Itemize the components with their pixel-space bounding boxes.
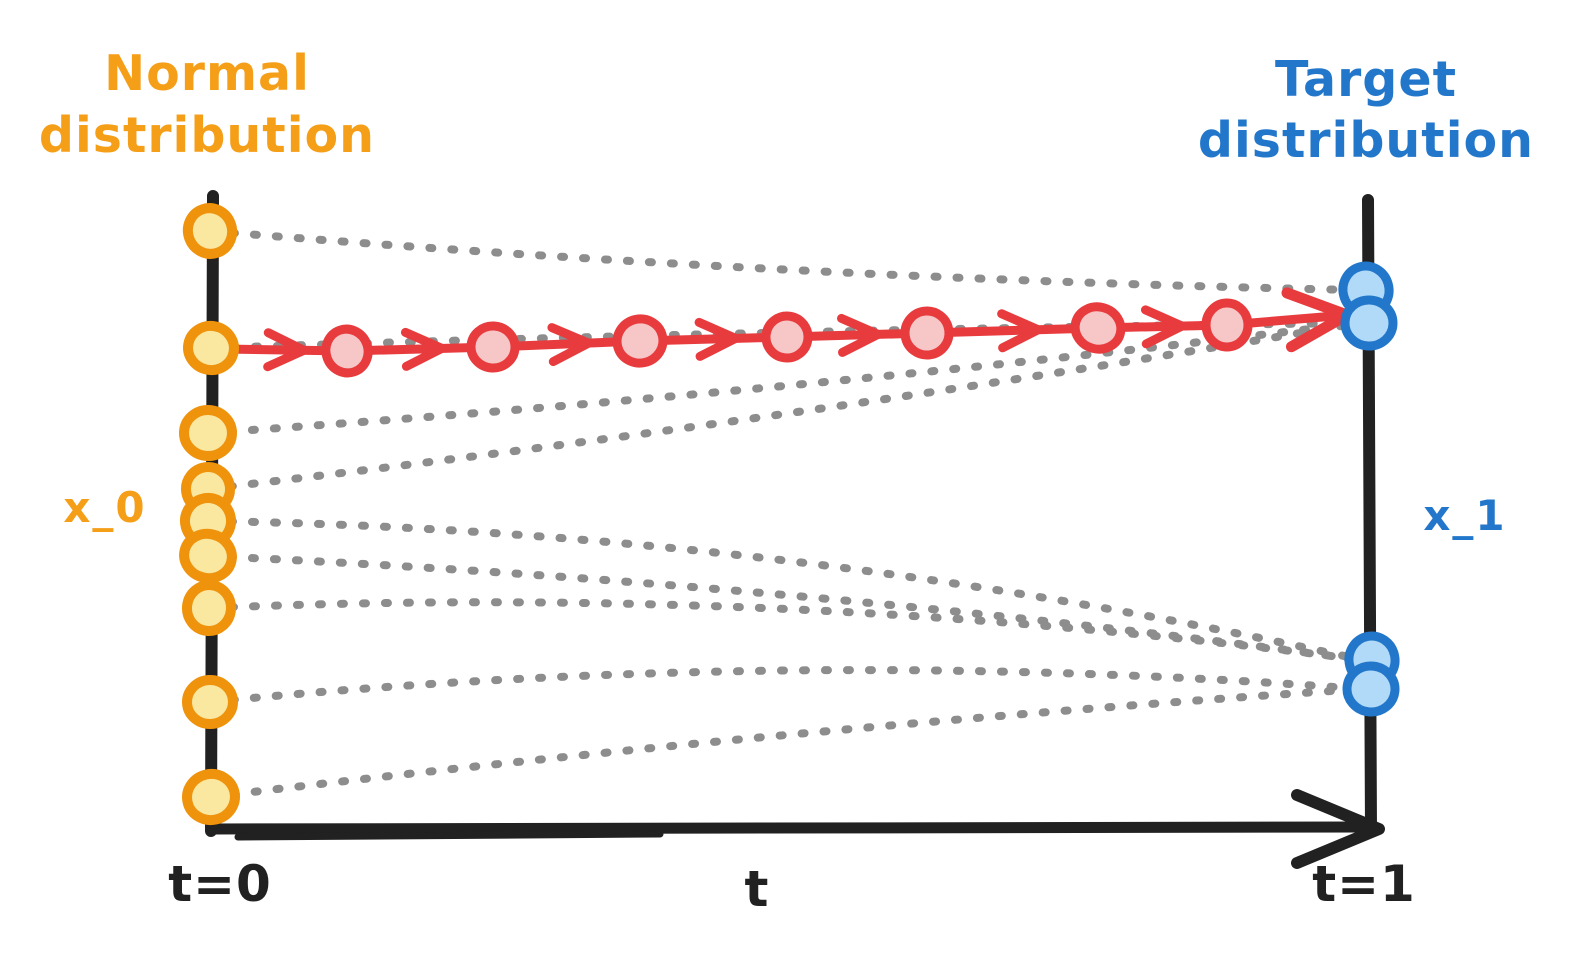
trajectory-node <box>612 314 668 368</box>
trajectory-node <box>466 321 520 373</box>
source-point <box>182 674 238 730</box>
t0-tick-label: t=0 <box>168 855 272 913</box>
mapping-dotted-line <box>206 666 1365 706</box>
right-title-line2: distribution <box>1198 112 1534 169</box>
trajectory-node <box>1201 298 1253 352</box>
x1-axis-label: x_1 <box>1423 491 1506 540</box>
mapping-dotted-line <box>205 598 1366 664</box>
target-point <box>1340 295 1398 351</box>
t1-tick-label: t=1 <box>1312 855 1416 913</box>
time-axis-overdraw <box>234 830 664 841</box>
source-point <box>181 580 237 636</box>
x0-axis-label: x_0 <box>63 483 146 532</box>
trajectory-segment <box>922 323 1103 338</box>
diagram-geometry <box>179 190 1400 869</box>
left-title-line1: Normal <box>104 45 310 102</box>
trajectory-arrowhead <box>263 328 309 372</box>
time-axis <box>206 821 1377 835</box>
trajectory-arrowhead <box>547 323 594 367</box>
mapping-dotted-line <box>204 319 1363 493</box>
mapping-dotted-line <box>206 227 1360 294</box>
left-title-line2: distribution <box>39 107 375 164</box>
t-axis-label: t <box>745 860 770 918</box>
trajectory-arrowhead <box>1140 305 1187 349</box>
source-point <box>183 320 239 376</box>
time-axis-arrowhead <box>1291 789 1385 869</box>
source-point <box>182 203 238 259</box>
mapping-dotted-line <box>204 552 1366 664</box>
trajectory-node <box>761 311 813 363</box>
trajectory-arrowhead <box>997 309 1043 353</box>
source-point <box>182 768 240 826</box>
target-point <box>1342 661 1400 717</box>
mapping-dotted-line <box>204 319 1363 437</box>
mapping-dotted-line <box>204 517 1366 664</box>
trajectory-node <box>900 306 954 360</box>
trajectory-node <box>321 324 373 378</box>
source-point <box>179 404 237 462</box>
trajectory-arrowhead <box>694 317 741 361</box>
right-title-line1: Target <box>1275 51 1457 108</box>
trajectory-arrowhead <box>400 327 447 371</box>
trajectory-arrowhead <box>837 313 883 357</box>
source-point <box>179 528 237 584</box>
trajectory-node <box>1070 302 1126 354</box>
mapping-dotted-line <box>207 685 1365 801</box>
